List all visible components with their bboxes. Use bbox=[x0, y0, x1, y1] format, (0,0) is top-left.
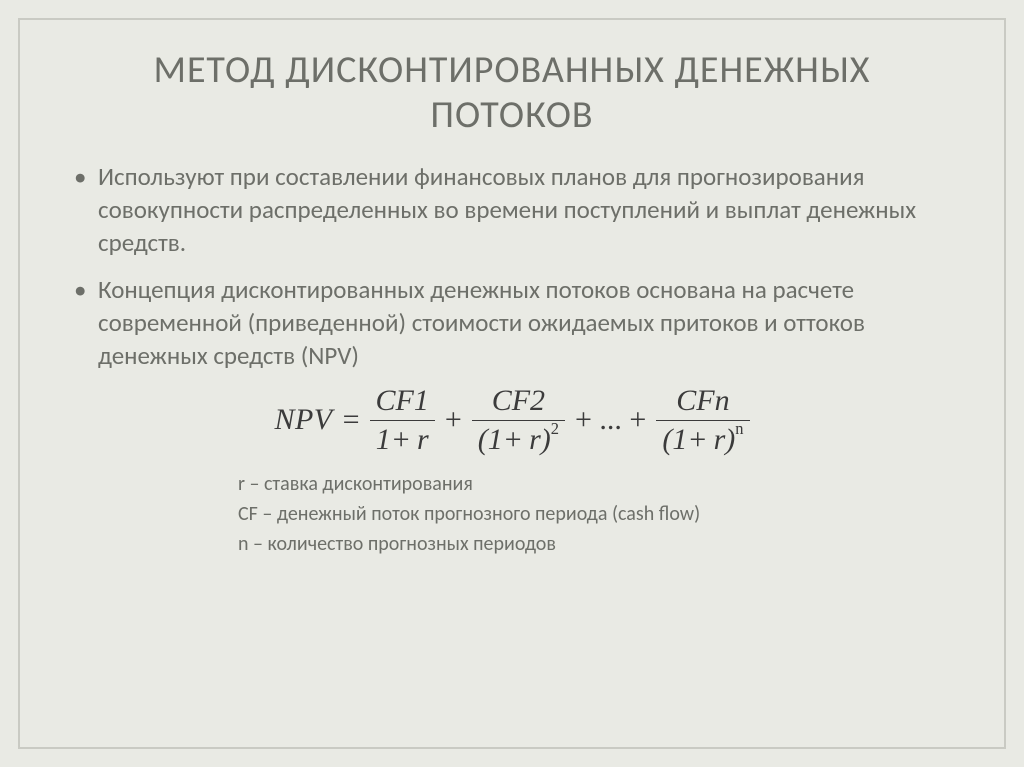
bullet-list: Используют при составлении финансовых пл… bbox=[68, 160, 956, 372]
den-open: (1 bbox=[478, 423, 503, 456]
legend-row: n – количество прогнозных периодов bbox=[238, 529, 956, 559]
den-r: r bbox=[417, 423, 429, 456]
term2-num: CF2 bbox=[486, 386, 551, 420]
plus-inline: + bbox=[391, 423, 411, 456]
npv-formula: NPV = CF1 1+ r + CF2 (1+ r)2 + ... + bbox=[68, 386, 956, 455]
den-exp: 2 bbox=[551, 419, 559, 438]
formula-dots: + ... + bbox=[575, 403, 646, 437]
plus-inline: + bbox=[687, 423, 707, 456]
formula-row: NPV = CF1 1+ r + CF2 (1+ r)2 + ... + bbox=[274, 386, 749, 455]
den-open: (1 bbox=[662, 423, 687, 456]
bullet-item: Используют при составлении финансовых пл… bbox=[68, 160, 956, 259]
den-1: 1 bbox=[376, 423, 391, 456]
bullet-item: Концепция дисконтированных денежных пото… bbox=[68, 273, 956, 372]
term2-den: (1+ r)2 bbox=[472, 420, 565, 455]
term1-den: 1+ r bbox=[370, 420, 435, 455]
termn-den: (1+ r)n bbox=[656, 420, 749, 455]
slide-frame: МЕТОД ДИСКОНТИРОВАННЫХ ДЕНЕЖНЫХ ПОТОКОВ … bbox=[18, 18, 1006, 749]
termn-num: CFn bbox=[670, 386, 735, 420]
den-r: r bbox=[714, 423, 726, 456]
plus-inline: + bbox=[503, 423, 523, 456]
legend-row: r – ставка дисконтирования bbox=[238, 469, 956, 499]
formula-eq: = bbox=[343, 403, 360, 437]
den-r: r bbox=[529, 423, 541, 456]
formula-lhs: NPV bbox=[274, 403, 332, 437]
formula-legend: r – ставка дисконтирования CF – денежный… bbox=[238, 469, 956, 559]
term1-num: CF1 bbox=[370, 386, 435, 420]
den-close: ) bbox=[541, 423, 551, 456]
formula-term-1: CF1 1+ r bbox=[370, 386, 435, 455]
slide-title: МЕТОД ДИСКОНТИРОВАННЫХ ДЕНЕЖНЫХ ПОТОКОВ bbox=[68, 48, 956, 138]
slide: МЕТОД ДИСКОНТИРОВАННЫХ ДЕНЕЖНЫХ ПОТОКОВ … bbox=[0, 0, 1024, 767]
den-exp: n bbox=[735, 419, 743, 438]
formula-term-2: CF2 (1+ r)2 bbox=[472, 386, 565, 455]
legend-row: CF – денежный поток прогнозного периода … bbox=[238, 499, 956, 529]
formula-term-n: CFn (1+ r)n bbox=[656, 386, 749, 455]
den-close: ) bbox=[725, 423, 735, 456]
formula-plus: + bbox=[445, 403, 462, 437]
